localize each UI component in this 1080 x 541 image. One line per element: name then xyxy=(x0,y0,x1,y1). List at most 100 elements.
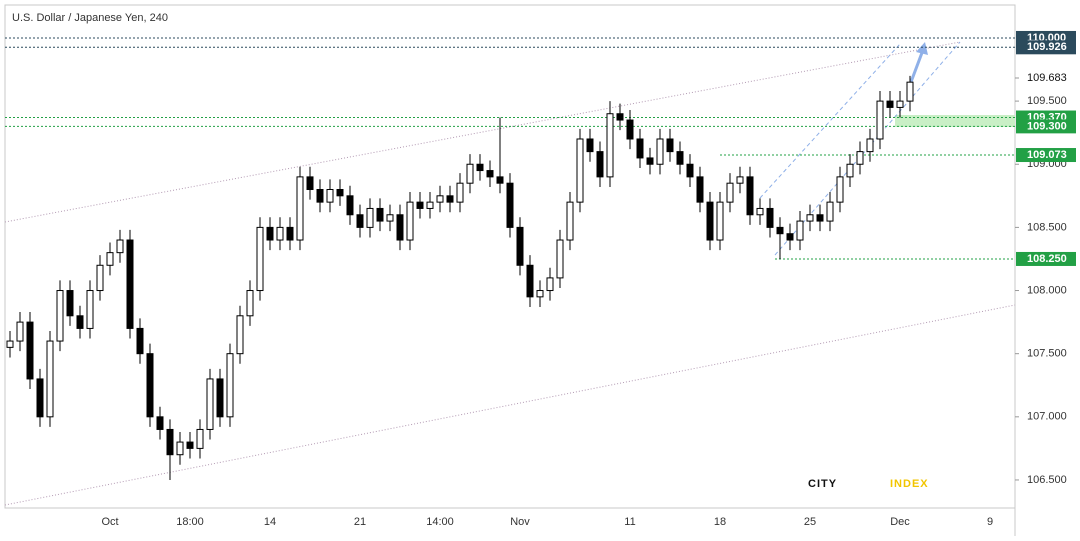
candle-body xyxy=(546,277,554,292)
candle-body xyxy=(636,138,644,159)
y-tick-label: 107.500 xyxy=(1027,348,1067,360)
candle-body xyxy=(66,290,74,317)
candle-body xyxy=(656,138,664,165)
candle-body xyxy=(206,378,214,430)
candle-body xyxy=(586,138,594,153)
candle-body xyxy=(236,315,244,355)
candle-body xyxy=(96,264,104,292)
candle-body xyxy=(336,189,344,197)
candle-body xyxy=(6,340,14,348)
candle-body xyxy=(466,163,474,184)
candle-body xyxy=(396,214,404,241)
candle-body xyxy=(476,163,484,172)
candle-body xyxy=(606,113,614,178)
candle-body xyxy=(826,201,834,222)
level-label: 109.073 xyxy=(1027,149,1067,161)
level-badge xyxy=(1016,251,1076,266)
level-label: 109.300 xyxy=(1027,120,1067,132)
candle-body xyxy=(116,239,124,254)
candle-body xyxy=(276,226,284,241)
candle-body xyxy=(36,378,44,418)
y-tick-label: 108.000 xyxy=(1027,284,1067,296)
y-tick-label: 108.500 xyxy=(1027,221,1067,233)
candle-body xyxy=(306,176,314,191)
candle-body xyxy=(646,157,654,165)
candle-body xyxy=(856,151,864,165)
candle-body xyxy=(676,151,684,165)
trend-line xyxy=(4,304,1016,506)
candle-body xyxy=(686,163,694,178)
candle-body xyxy=(356,214,364,228)
candle-body xyxy=(456,182,464,203)
candle-body xyxy=(56,290,64,342)
candle-body xyxy=(866,138,874,153)
candle-body xyxy=(666,138,674,153)
candle-body xyxy=(806,214,814,222)
x-tick-label: 18 xyxy=(714,516,726,528)
candle-body xyxy=(766,207,774,228)
candle-body xyxy=(556,239,564,279)
candle-body xyxy=(626,119,634,140)
x-tick-label: 14 xyxy=(264,516,276,528)
candle-body xyxy=(316,189,324,203)
candle-body xyxy=(706,201,714,241)
candle-body xyxy=(136,327,144,355)
level-badge xyxy=(1016,119,1076,134)
level-label: 109.926 xyxy=(1027,41,1067,53)
x-tick-label: 14:00 xyxy=(426,516,454,528)
candle-body xyxy=(366,207,374,228)
candle-body xyxy=(446,195,454,203)
x-tick-label: Dec xyxy=(890,516,910,528)
candle-body xyxy=(86,290,94,329)
x-tick-label: 21 xyxy=(354,516,366,528)
y-tick-label: 109.500 xyxy=(1027,95,1067,107)
candle-body xyxy=(176,441,184,456)
candle-body xyxy=(786,233,794,241)
candle-body xyxy=(126,239,134,329)
candle-body xyxy=(436,195,444,203)
y-tick-label: 106.500 xyxy=(1027,474,1067,486)
candle-body xyxy=(46,340,54,418)
candle-body xyxy=(846,163,854,178)
candle-body xyxy=(186,441,194,449)
candle-body xyxy=(816,214,824,222)
candle-body xyxy=(796,220,804,241)
candle-body xyxy=(576,138,584,203)
logo-city: CITY xyxy=(808,478,837,490)
logo-index: INDEX xyxy=(890,478,929,490)
candle-body xyxy=(716,201,724,241)
candle-body xyxy=(156,416,164,430)
x-tick-label: 11 xyxy=(624,516,635,528)
candle-body xyxy=(886,100,894,108)
chart-title: U.S. Dollar / Japanese Yen, 240 xyxy=(12,12,168,24)
level-label: 109.683 xyxy=(1027,72,1067,84)
candle-body xyxy=(776,226,784,235)
candle-body xyxy=(76,315,84,329)
x-tick-label: 9 xyxy=(987,516,993,528)
candle-body xyxy=(406,201,414,241)
candle-body xyxy=(326,189,334,203)
candle-body xyxy=(506,182,514,228)
candle-body xyxy=(416,201,424,209)
candle-body xyxy=(106,252,114,266)
candle-body xyxy=(696,176,704,203)
candle-body xyxy=(596,151,604,178)
candle-body xyxy=(146,353,154,418)
candle-body xyxy=(256,226,264,292)
candle-body xyxy=(736,176,744,184)
x-tick-label: 18:00 xyxy=(176,516,204,528)
candle-body xyxy=(726,182,734,203)
candle-body xyxy=(906,81,914,102)
candle-body xyxy=(566,201,574,241)
x-tick-label: 25 xyxy=(804,516,816,528)
level-badge xyxy=(1016,40,1076,55)
candle-body xyxy=(286,226,294,241)
candle-body xyxy=(836,176,844,203)
candle-body xyxy=(26,321,34,380)
arrow-head xyxy=(916,42,928,55)
candle-body xyxy=(876,100,884,140)
candle-body xyxy=(226,353,234,418)
candle-body xyxy=(196,428,204,449)
